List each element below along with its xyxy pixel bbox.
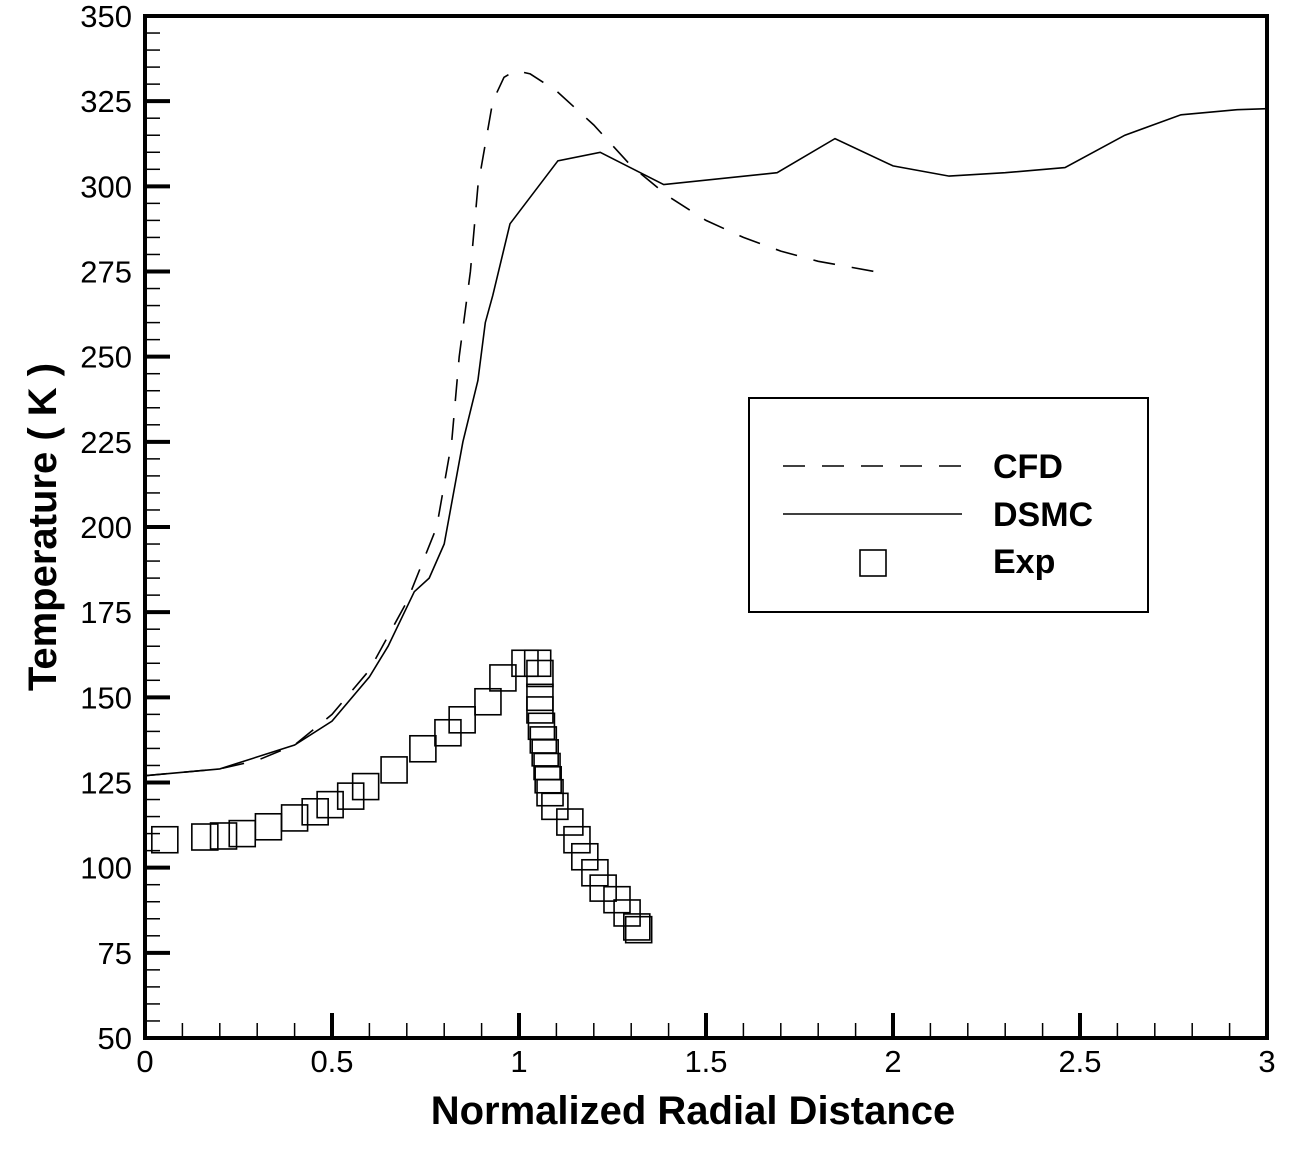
legend-swatch-exp	[859, 549, 887, 577]
exp-point	[280, 804, 309, 832]
exp-point	[563, 825, 591, 854]
dsmc-line	[144, 107, 1268, 777]
x-axis-label: Normalized Radial Distance	[431, 1089, 956, 1133]
x-tick-label: 0.5	[310, 1044, 353, 1079]
exp-point	[448, 706, 476, 734]
x-tick-label: 1.5	[684, 1044, 727, 1079]
legend: CFD DSMC Exp	[748, 397, 1149, 613]
exp-point	[409, 734, 437, 763]
exp-point	[351, 772, 380, 801]
exp-point	[523, 649, 552, 678]
y-tick-label: 250	[80, 340, 132, 375]
x-tick-label: 3	[1258, 1044, 1275, 1079]
exp-point	[301, 797, 329, 826]
legend-label-cfd: CFD	[993, 448, 1063, 486]
x-tick-label: 2.5	[1058, 1044, 1101, 1079]
plot-marks	[144, 69, 1268, 944]
exp-point	[209, 822, 238, 850]
y-tick-label: 275	[80, 255, 132, 290]
exp-point	[613, 899, 641, 927]
exp-point	[589, 874, 617, 902]
exp-point	[316, 790, 344, 819]
exp-point	[541, 792, 569, 821]
legend-label-dsmc: DSMC	[993, 496, 1093, 534]
exp-point	[571, 842, 599, 871]
exp-point	[489, 664, 517, 692]
cfd-line	[144, 69, 875, 777]
exp-point	[191, 823, 219, 851]
exp-point	[336, 782, 365, 810]
exp-point	[526, 696, 554, 724]
y-tick-label: 300	[80, 169, 132, 204]
y-tick-label: 150	[80, 680, 132, 715]
y-axis-label: Temperature ( K )	[21, 363, 65, 691]
exp-point	[623, 913, 651, 941]
y-tick-label: 175	[80, 595, 132, 630]
exp-point	[254, 812, 283, 841]
y-tick-label: 75	[98, 936, 132, 971]
legend-label-exp: Exp	[993, 543, 1055, 581]
axes: 0 0.5 1 1.5 2 2.5 3507510012515017520022525027…	[80, 0, 1275, 1079]
x-tick-label: 1	[510, 1044, 527, 1079]
legend-box	[748, 397, 1149, 613]
y-tick-label: 350	[80, 0, 132, 34]
exp-point	[556, 808, 584, 836]
y-tick-label: 50	[98, 1021, 132, 1056]
exp-point	[151, 825, 179, 854]
x-tick-label: 2	[884, 1044, 901, 1079]
y-tick-label: 100	[80, 851, 132, 886]
exp-point	[380, 756, 408, 784]
y-tick-label: 125	[80, 766, 132, 801]
exp-point	[581, 858, 609, 887]
y-tick-label: 225	[80, 425, 132, 460]
y-tick-label: 325	[80, 84, 132, 119]
y-tick-label: 200	[80, 510, 132, 545]
exp-point	[228, 819, 257, 848]
exp-point	[474, 687, 502, 716]
x-tick-label: 0	[136, 1044, 153, 1079]
exp-point	[624, 915, 653, 944]
exp-point	[526, 659, 554, 688]
